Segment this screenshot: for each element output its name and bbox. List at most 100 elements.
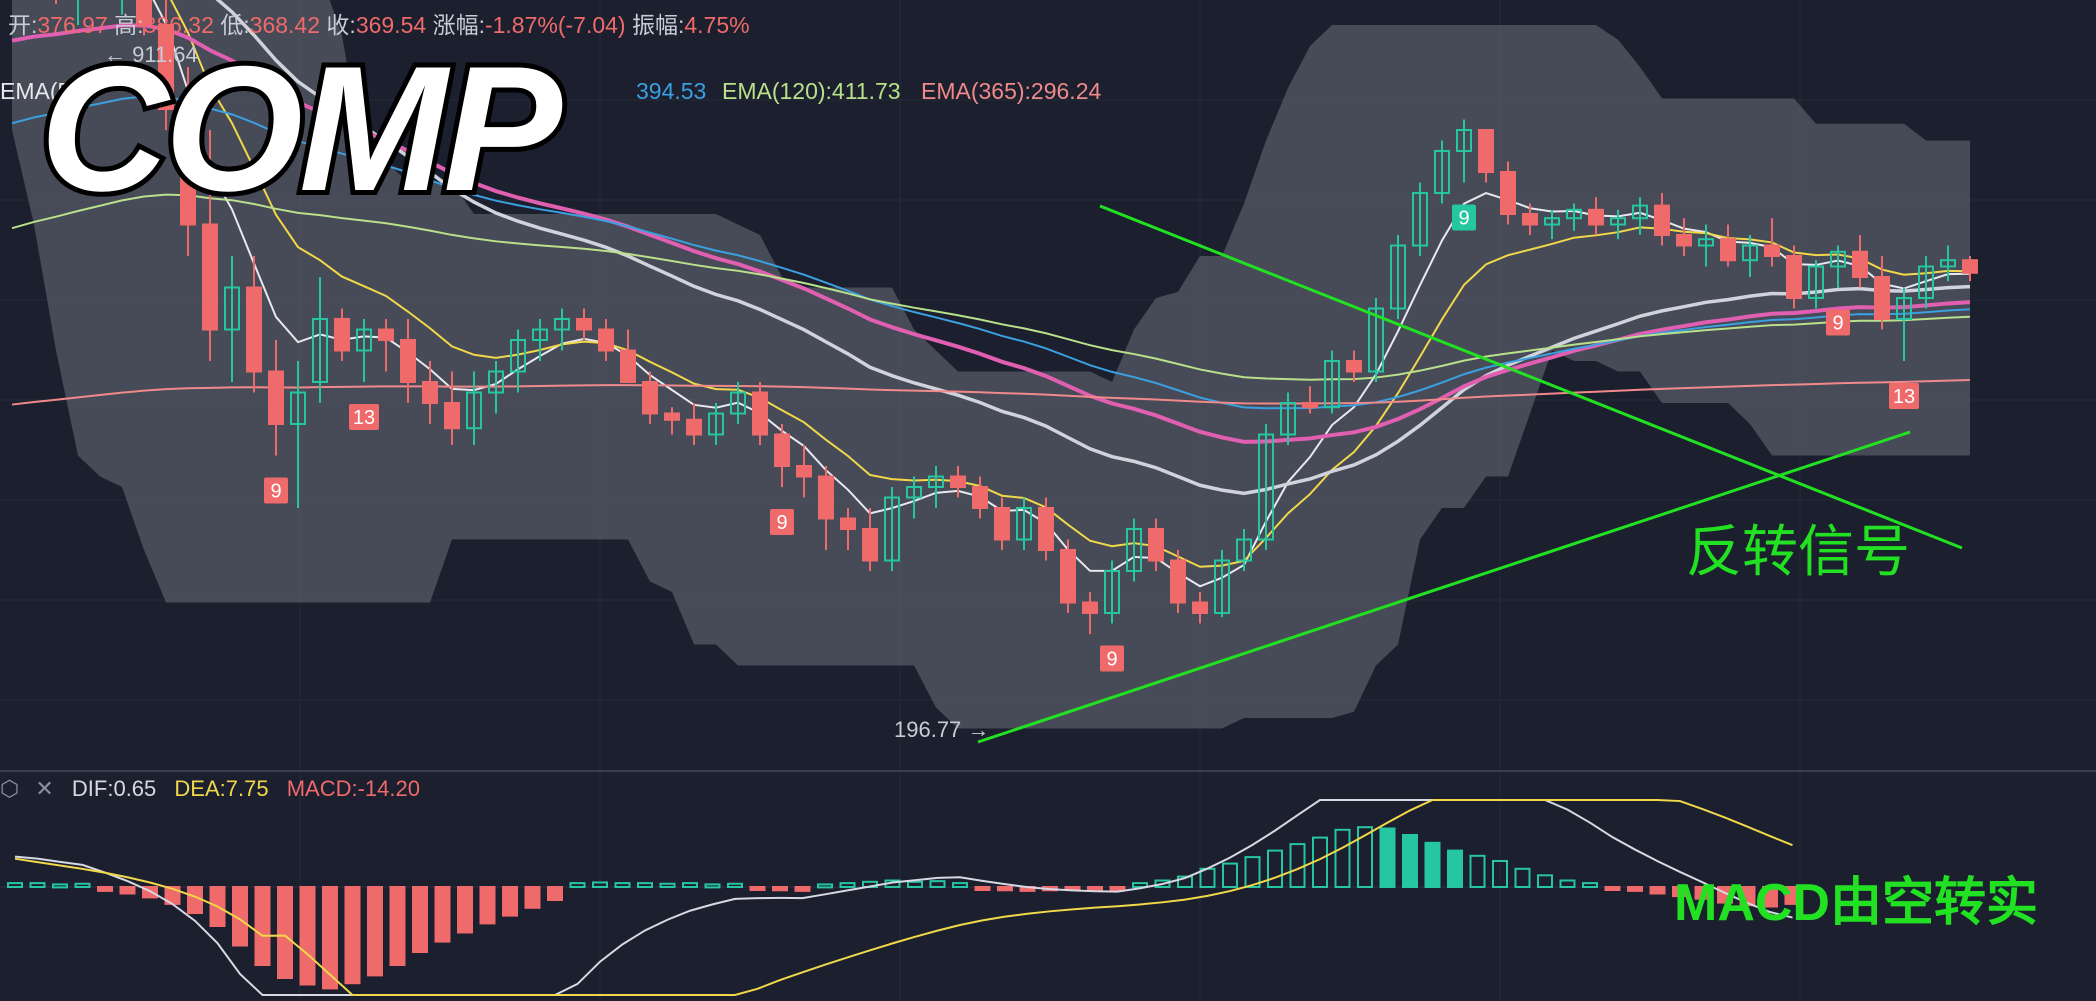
ema5-legend: EMA(5 <box>0 78 71 104</box>
dea-line <box>14 799 1793 996</box>
macd-histogram-bar <box>974 886 991 891</box>
macd-histogram-bar <box>1402 834 1418 888</box>
macd-legend: ⬡ ✕ DIF:0.65 DEA:7.75 MACD:-14.20 <box>0 776 420 802</box>
macd-histogram-bar <box>839 882 856 888</box>
candle-body <box>1412 192 1428 247</box>
candle-body <box>664 412 680 421</box>
macd-histogram-bar <box>1537 874 1553 888</box>
candle-body <box>1896 297 1912 320</box>
macd-histogram-bar <box>97 886 113 892</box>
macd-histogram-bar <box>637 882 653 888</box>
high-value: 386.32 <box>143 12 214 38</box>
macd-histogram-bar <box>682 882 698 888</box>
macd-histogram-bar <box>952 882 968 888</box>
low-value: 368.42 <box>249 12 321 38</box>
macd-histogram-bar <box>502 886 518 917</box>
candle-body <box>598 328 614 352</box>
candle-body <box>246 286 262 373</box>
candle-body <box>1170 559 1186 604</box>
candle-body <box>488 370 504 394</box>
ema120-line <box>11 193 1971 381</box>
macd-histogram-bar <box>1379 827 1396 888</box>
candle-body <box>774 433 790 467</box>
candle-body <box>1148 528 1164 562</box>
macd-histogram-bar <box>1627 886 1643 892</box>
macd-histogram-bar <box>1222 862 1238 888</box>
candle-body <box>1786 255 1802 299</box>
open-label: 开: <box>8 12 38 38</box>
ema90-legend: 394.53 <box>636 78 707 104</box>
amplitude-label: 振幅: <box>631 12 685 38</box>
macd-histogram-bar <box>1424 841 1441 888</box>
macd-histogram-bar <box>929 880 946 889</box>
close-value: 369.54 <box>355 12 427 38</box>
hexagon-settings-icon[interactable]: ⬡ <box>0 776 20 801</box>
td-label-badge <box>770 509 794 535</box>
macd-histogram-bar <box>1514 867 1531 888</box>
candle-body <box>1346 360 1362 373</box>
candle-body <box>224 286 240 331</box>
macd-annotation: MACD由空转实 <box>1674 874 2038 932</box>
candle-body <box>1852 250 1868 279</box>
macd-histogram-bar <box>1762 886 1778 908</box>
candle-body <box>334 318 350 352</box>
candle-body <box>1940 259 1956 268</box>
td-label-text: 9 <box>1458 208 1469 230</box>
close-icon[interactable]: ✕ <box>35 776 54 801</box>
macd-histogram-bar <box>299 886 316 986</box>
td-label-badge <box>1826 309 1850 336</box>
candle-body <box>268 370 284 425</box>
candle-body <box>158 24 174 110</box>
candle-body <box>136 0 152 26</box>
candle-body <box>1192 601 1208 614</box>
candle-body <box>1324 360 1340 409</box>
candle-body <box>466 391 482 430</box>
ema365-line <box>11 379 1971 406</box>
macd-histogram-bar <box>74 882 91 888</box>
candle-body <box>1368 307 1384 373</box>
candle-body <box>1236 538 1252 562</box>
candle-body <box>554 318 570 331</box>
candle-body <box>180 108 196 226</box>
macd-histogram-bar <box>997 886 1013 892</box>
candle-body <box>202 223 218 331</box>
ema30-line <box>215 0 1971 496</box>
candle-body <box>906 486 922 499</box>
candle-body <box>1742 244 1758 262</box>
candle-body <box>1874 276 1890 320</box>
candle-body <box>1500 171 1516 215</box>
candle-body <box>1258 433 1274 541</box>
candle-body <box>1544 217 1560 226</box>
candle-body <box>532 328 548 341</box>
dea-legend: DEA:7.75 <box>174 776 269 801</box>
candle-body <box>1016 507 1032 541</box>
candle-body <box>444 402 460 430</box>
candle-body <box>1060 549 1076 604</box>
td-label-badge <box>264 477 288 504</box>
low-price-marker: 196.77 → <box>894 717 990 742</box>
candle-body <box>950 475 966 488</box>
macd-histogram-bar <box>907 880 923 888</box>
macd-histogram-bar <box>29 882 46 888</box>
macd-histogram-bar <box>772 886 788 892</box>
macd-histogram-bar <box>1267 849 1283 888</box>
macd-histogram-bar <box>1357 826 1373 889</box>
td-label-text: 13 <box>1893 386 1915 408</box>
macd-histogram-bar <box>7 882 23 888</box>
macd-histogram-bar <box>547 886 563 901</box>
macd-histogram-bar <box>569 882 586 888</box>
macd-histogram-bar <box>614 882 631 888</box>
high-label: 高: <box>114 12 144 38</box>
macd-histogram-bar <box>277 886 293 979</box>
candle-body <box>1698 238 1714 247</box>
macd-histogram-bar <box>749 886 766 891</box>
ema10-line <box>170 0 1971 568</box>
close-label: 收: <box>326 12 356 38</box>
macd-histogram-bar <box>1244 856 1261 888</box>
candle-body <box>1434 150 1450 194</box>
high-price-marker: ← 911.64 <box>104 42 198 67</box>
candle-body <box>730 391 746 415</box>
candle-body <box>312 318 328 383</box>
candle-body <box>1676 234 1692 247</box>
candle-body <box>1654 204 1670 237</box>
